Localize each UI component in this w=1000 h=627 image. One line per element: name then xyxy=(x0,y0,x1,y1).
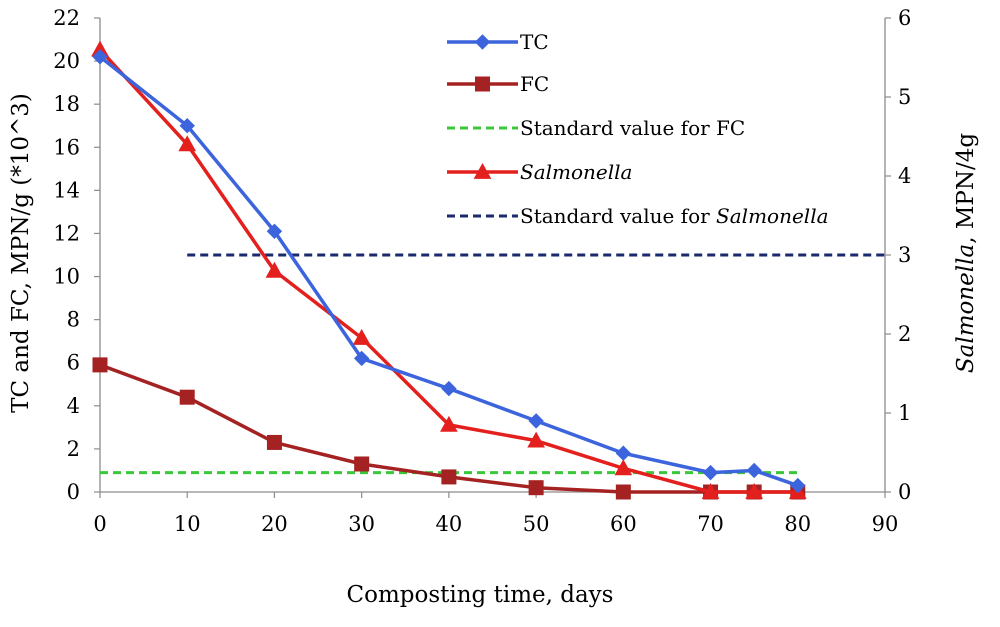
series-tc xyxy=(92,49,806,494)
legend-entry-fc: FC xyxy=(447,72,549,96)
legend-swatch-marker xyxy=(474,34,491,50)
data-point-salmonella xyxy=(265,261,284,278)
legend-swatch-marker xyxy=(473,162,492,179)
data-point-fc xyxy=(528,480,544,496)
legend-entry-salmonella: Salmonella xyxy=(447,160,632,184)
data-point-tc xyxy=(702,464,719,481)
ticks: 0 10 20 30 40 50 60 70 80 90024681012141618202201… xyxy=(53,6,911,536)
data-point-tc xyxy=(746,462,762,479)
x-tick-label: 50 xyxy=(523,512,550,536)
y-left-tick-label: 2 xyxy=(67,437,80,461)
y-left-tick-label: 14 xyxy=(53,178,80,202)
y-axis-left-title: TC and FC, MPN/g (*10^3) xyxy=(8,93,34,413)
y-axis-right-title-italic: Salmonella xyxy=(953,244,979,373)
data-point-fc xyxy=(354,456,370,472)
x-axis-title: Composting time, days xyxy=(347,582,614,608)
y-left-tick-label: 12 xyxy=(53,221,80,245)
data-point-salmonella xyxy=(614,459,633,476)
x-tick-label: 80 xyxy=(784,512,811,536)
series-line-salmonella xyxy=(98,48,798,494)
data-point-fc xyxy=(266,434,282,450)
series-salmonella xyxy=(91,40,807,499)
legend-swatch-marker xyxy=(475,76,490,92)
data-point-tc xyxy=(528,413,544,429)
series-line-tc xyxy=(98,55,799,488)
data-point-salmonella xyxy=(701,482,720,499)
data-point-salmonella xyxy=(527,431,545,448)
data-point-salmonella xyxy=(745,482,764,499)
y-left-tick-label: 10 xyxy=(53,265,80,289)
data-point-tc xyxy=(441,380,457,397)
data-point-tc xyxy=(179,118,195,134)
x-tick-label: 90 xyxy=(872,512,899,536)
x-tick-label: 60 xyxy=(610,512,637,536)
data-point-salmonella xyxy=(440,415,458,432)
x-tick-label: 0 xyxy=(93,512,106,536)
data-point-tc xyxy=(266,223,283,240)
y-axis-right-title: Salmonella, MPN/4g xyxy=(953,133,979,373)
legend-entry-fc_std: Standard value for FC xyxy=(447,116,745,140)
data-point-fc xyxy=(92,357,108,373)
legend-entry-tc: TC xyxy=(447,30,549,54)
legend-label: Salmonella xyxy=(520,160,632,184)
data-point-tc xyxy=(615,445,632,461)
y-left-tick-label: 0 xyxy=(67,480,80,504)
legend-entry-salm_std: Standard value for Salmonella xyxy=(447,204,829,228)
legend-label-prefix: Standard value for xyxy=(520,204,716,228)
legend-label: TC xyxy=(520,30,549,54)
legend-label: Standard value for Salmonella xyxy=(520,204,829,228)
data-point-tc xyxy=(790,477,806,494)
y-left-tick-label: 4 xyxy=(67,394,80,418)
data-point-fc xyxy=(615,484,631,500)
data-point-salmonella xyxy=(352,328,371,345)
plot-area xyxy=(91,40,885,500)
data-point-fc xyxy=(441,469,457,485)
y-axis-right-title-rest: , MPN/4g xyxy=(953,133,979,244)
data-point-salmonella xyxy=(178,135,197,152)
legend-label: FC xyxy=(520,72,549,96)
y-right-tick-label: 6 xyxy=(898,6,911,30)
legend-label: Standard value for FC xyxy=(520,116,745,140)
y-left-tick-label: 6 xyxy=(67,351,80,375)
data-point-fc xyxy=(179,389,195,405)
y-right-tick-label: 5 xyxy=(898,85,911,109)
y-right-tick-label: 0 xyxy=(898,480,911,504)
x-tick-label: 10 xyxy=(174,512,201,536)
y-right-tick-label: 3 xyxy=(898,243,911,267)
y-left-tick-label: 20 xyxy=(53,49,80,73)
legend-label-italic: Salmonella xyxy=(716,204,828,228)
y-left-tick-label: 16 xyxy=(53,135,80,159)
x-tick-label: 20 xyxy=(261,512,288,536)
y-left-tick-label: 8 xyxy=(67,308,80,332)
data-point-tc xyxy=(92,49,108,65)
y-left-tick-label: 22 xyxy=(53,6,80,30)
y-left-tick-label: 18 xyxy=(53,92,80,116)
x-tick-label: 30 xyxy=(348,512,375,536)
y-right-tick-label: 1 xyxy=(898,401,911,425)
y-right-tick-label: 4 xyxy=(898,164,911,188)
x-tick-label: 70 xyxy=(697,512,724,536)
data-point-tc xyxy=(353,350,370,367)
x-tick-label: 40 xyxy=(436,512,463,536)
y-right-tick-label: 2 xyxy=(898,322,911,346)
